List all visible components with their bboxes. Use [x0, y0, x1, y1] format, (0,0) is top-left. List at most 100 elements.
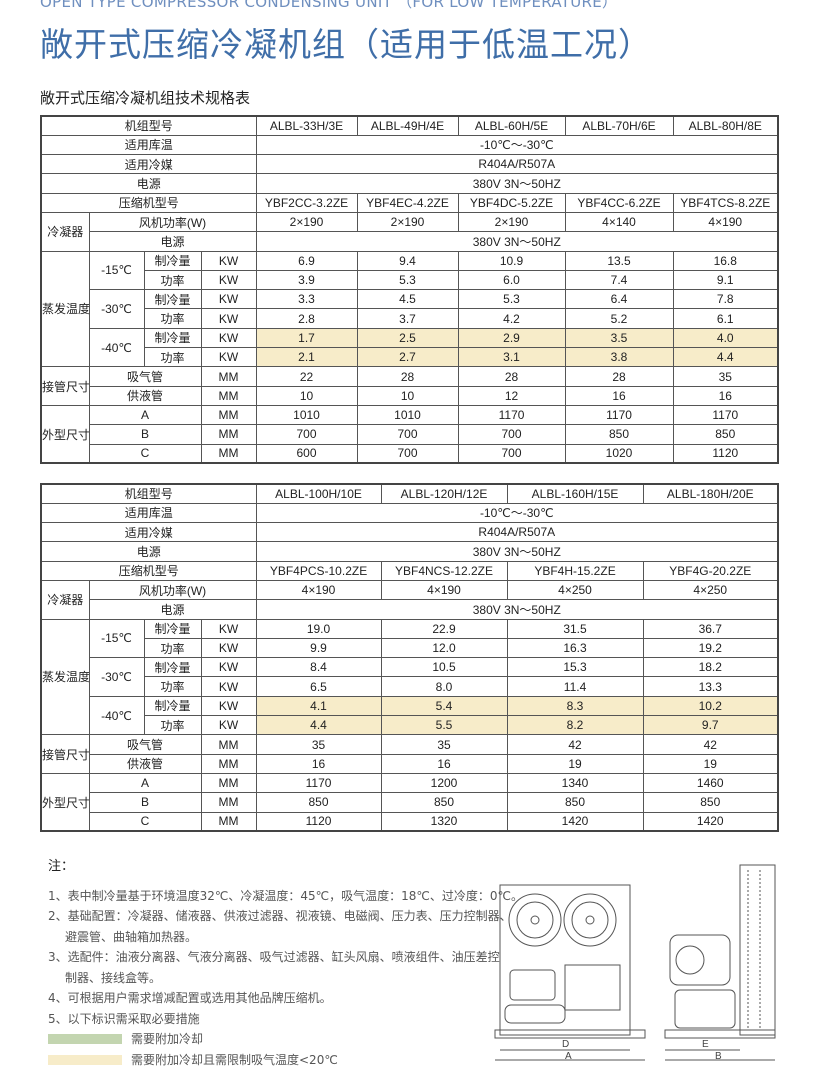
- row-label: 适用库温: [41, 503, 256, 522]
- row-label: 功率: [144, 716, 201, 735]
- table-cell: 16: [673, 386, 778, 405]
- row-label: 机组型号: [41, 484, 256, 503]
- table-cell: 700: [458, 425, 565, 444]
- row-label: 压缩机型号: [41, 193, 256, 212]
- unit: KW: [201, 251, 256, 270]
- table-cell: 1460: [643, 773, 778, 792]
- unit: KW: [201, 658, 256, 677]
- row-label: 电源: [41, 542, 256, 561]
- merged-value: R404A/R507A: [256, 523, 778, 542]
- table-cell: 9.7: [643, 716, 778, 735]
- row-label: 功率: [144, 309, 201, 328]
- table-cell: 19.2: [643, 638, 778, 657]
- table-cell: 35: [673, 367, 778, 386]
- table-cell: 5.3: [458, 290, 565, 309]
- table-cell: 2.5: [357, 328, 458, 347]
- table-row: 适用库温-10℃～-30℃: [41, 135, 778, 154]
- row-label: 制冷量: [144, 328, 201, 347]
- temp-label: -30℃: [89, 290, 144, 329]
- row-label: 风机功率(W): [89, 212, 256, 231]
- row-label: 适用冷媒: [41, 523, 256, 542]
- table-cell: 4×190: [381, 580, 507, 599]
- row-label: 功率: [144, 348, 201, 367]
- table-cell: 31.5: [507, 619, 643, 638]
- table-cell: YBF2CC-3.2ZE: [256, 193, 357, 212]
- table-cell: 8.3: [507, 696, 643, 715]
- table-cell: 1170: [458, 405, 565, 424]
- table-cell: 35: [381, 735, 507, 754]
- legend-label: 需要附加冷却且需限制吸气温度<20℃: [131, 1050, 338, 1070]
- table-cell: 19: [643, 754, 778, 773]
- notes: 注： 1、表中制冷量基于环境温度32℃、冷凝温度：45℃，吸气温度：18℃、过冷…: [48, 857, 523, 1070]
- row-label: 供液管: [89, 386, 201, 405]
- table-cell: 16: [565, 386, 673, 405]
- table-cell: YBF4G-20.2ZE: [643, 561, 778, 580]
- table-cell: 3.9: [256, 270, 357, 289]
- table-cell: 5.5: [381, 716, 507, 735]
- table-cell: 16.3: [507, 638, 643, 657]
- table-cell: 9.1: [673, 270, 778, 289]
- yellow-swatch: [48, 1055, 122, 1065]
- table-cell: 3.8: [565, 348, 673, 367]
- table-cell: 6.1: [673, 309, 778, 328]
- row-label: 功率: [144, 677, 201, 696]
- table-cell: 2×190: [256, 212, 357, 231]
- table-cell: 4×250: [507, 580, 643, 599]
- unit: MM: [201, 812, 256, 831]
- unit: KW: [201, 638, 256, 657]
- model-header: ALBL-160H/15E: [507, 484, 643, 503]
- table-cell: 700: [458, 444, 565, 463]
- row-label: 电源: [41, 174, 256, 193]
- unit-diagram: D A E B: [490, 860, 820, 1065]
- table-cell: 5.2: [565, 309, 673, 328]
- unit: KW: [201, 348, 256, 367]
- unit: MM: [201, 444, 256, 463]
- row-label: 制冷量: [144, 251, 201, 270]
- table-cell: 700: [357, 425, 458, 444]
- row-label: B: [89, 793, 201, 812]
- table-cell: 1320: [381, 812, 507, 831]
- table-cell: 2.1: [256, 348, 357, 367]
- unit: KW: [201, 716, 256, 735]
- group-label: 蒸发温度: [41, 251, 89, 367]
- table-cell: 1340: [507, 773, 643, 792]
- table-cell: 5.4: [381, 696, 507, 715]
- table-cell: 9.4: [357, 251, 458, 270]
- table-cell: 850: [673, 425, 778, 444]
- note-item: 1、表中制冷量基于环境温度32℃、冷凝温度：45℃，吸气温度：18℃、过冷度：0…: [48, 886, 523, 907]
- merged-value: -10℃～-30℃: [256, 135, 778, 154]
- table-cell: 850: [565, 425, 673, 444]
- table-cell: 2.9: [458, 328, 565, 347]
- table-cell: 1.7: [256, 328, 357, 347]
- table-cell: 22.9: [381, 619, 507, 638]
- table-cell: 10: [357, 386, 458, 405]
- row-label: 制冷量: [144, 658, 201, 677]
- table-cell: 7.4: [565, 270, 673, 289]
- front-view: D A: [495, 885, 645, 1062]
- english-title: OPEN TYPE COMPRESSOR CONDENSING UNIT （FO…: [40, 0, 617, 12]
- table-cell: 22: [256, 367, 357, 386]
- note-item: 3、选配件：油液分离器、气液分离器、吸气过滤器、缸头风扇、喷液组件、油压差控: [48, 947, 523, 968]
- legend-label: 需要附加冷却: [131, 1029, 203, 1050]
- group-label: 冷凝器: [41, 212, 89, 251]
- unit: KW: [201, 309, 256, 328]
- table-cell: 1120: [256, 812, 381, 831]
- page-title: 敞开式压缩冷凝机组（适用于低温工况）: [40, 18, 652, 66]
- dim-label-e: E: [702, 1039, 709, 1050]
- table-cell: 1010: [256, 405, 357, 424]
- unit: MM: [201, 735, 256, 754]
- table-cell: 12: [458, 386, 565, 405]
- group-label: 接管尺寸: [41, 735, 89, 774]
